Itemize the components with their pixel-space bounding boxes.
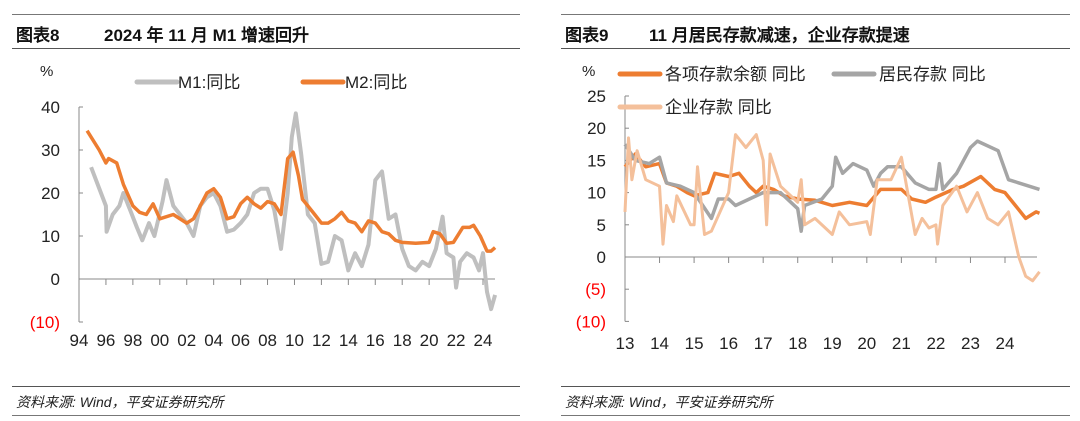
x-tick-label: 15 (685, 334, 704, 353)
figure-source: 资料来源: Wind，平安证券研究所 (561, 386, 1070, 416)
x-tick-label: 18 (788, 334, 807, 353)
y-tick-label: 0 (597, 248, 606, 267)
x-tick-label: 19 (823, 334, 842, 353)
x-tick-label: 96 (96, 331, 115, 350)
y-tick-label: (10) (576, 312, 606, 331)
x-tick-label: 14 (339, 331, 358, 350)
legend-label: M1:同比 (178, 73, 240, 92)
y-tick-label: 10 (587, 184, 606, 203)
figure-title: 2024 年 11 月 M1 增速回升 (104, 26, 310, 45)
y-tick-label: 15 (587, 151, 606, 170)
figure-number: 图表9 (565, 26, 609, 45)
y-tick-label: 25 (587, 87, 606, 106)
x-tick-label: 24 (996, 334, 1015, 353)
x-tick-label: 08 (258, 331, 277, 350)
legend-label: 各项存款余额 同比 (665, 65, 806, 84)
figure-source: 资料来源: Wind，平安证券研究所 (12, 386, 520, 416)
figure-header: 图表9 11 月居民存款减速，企业存款提速 (561, 14, 1070, 49)
x-tick-label: 00 (150, 331, 169, 350)
x-tick-label: 17 (754, 334, 773, 353)
figure-number: 图表8 (16, 26, 60, 45)
x-tick-label: 02 (177, 331, 196, 350)
y-tick-label: 0 (51, 270, 60, 289)
legend-label: 企业存款 同比 (665, 98, 772, 117)
x-tick-label: 21 (892, 334, 911, 353)
source-text: 资料来源: Wind，平安证券研究所 (16, 394, 224, 410)
y-tick-label: 10 (41, 227, 60, 246)
x-tick-label: 23 (961, 334, 980, 353)
x-tick-label: 13 (616, 334, 635, 353)
figure-9-panel: 图表9 11 月居民存款减速，企业存款提速 资料来源: Wind，平安证券研究所 (561, 0, 1070, 421)
y-tick-label: (5) (585, 280, 606, 299)
source-text: 资料来源: Wind，平安证券研究所 (565, 394, 773, 410)
x-tick-label: 16 (366, 331, 385, 350)
figure-8-panel: 图表8 2024 年 11 月 M1 增速回升 资料来源: Wind，平安证券研… (12, 0, 520, 421)
x-tick-label: 22 (926, 334, 945, 353)
x-tick-label: 20 (857, 334, 876, 353)
x-tick-label: 18 (393, 331, 412, 350)
legend-label: M2:同比 (345, 73, 407, 92)
legend-label: 居民存款 同比 (879, 65, 986, 84)
x-tick-label: 12 (312, 331, 331, 350)
series-line-2 (85, 129, 497, 253)
x-tick-label: 10 (285, 331, 304, 350)
x-tick-label: 16 (719, 334, 738, 353)
y-tick-label: 20 (41, 184, 60, 203)
y-tick-label: 30 (41, 141, 60, 160)
y-tick-label: 20 (587, 119, 606, 138)
y-tick-label: 5 (597, 216, 606, 235)
figure-title: 11 月居民存款减速，企业存款提速 (649, 26, 910, 45)
x-tick-label: 98 (123, 331, 142, 350)
x-tick-label: 14 (650, 334, 669, 353)
series-line-1 (89, 111, 498, 312)
y-unit-label: % (582, 63, 595, 80)
y-unit-label: % (40, 63, 53, 80)
x-tick-label: 24 (474, 331, 493, 350)
x-tick-label: 94 (70, 331, 89, 350)
x-tick-label: 06 (231, 331, 250, 350)
x-tick-label: 22 (447, 331, 466, 350)
figure-header: 图表8 2024 年 11 月 M1 增速回升 (12, 14, 520, 49)
x-tick-label: 20 (420, 331, 439, 350)
series-line-3 (623, 133, 1041, 283)
y-tick-label: (10) (30, 313, 60, 332)
series-line-1 (623, 152, 1041, 221)
x-tick-label: 04 (204, 331, 223, 350)
y-tick-label: 40 (41, 98, 60, 117)
